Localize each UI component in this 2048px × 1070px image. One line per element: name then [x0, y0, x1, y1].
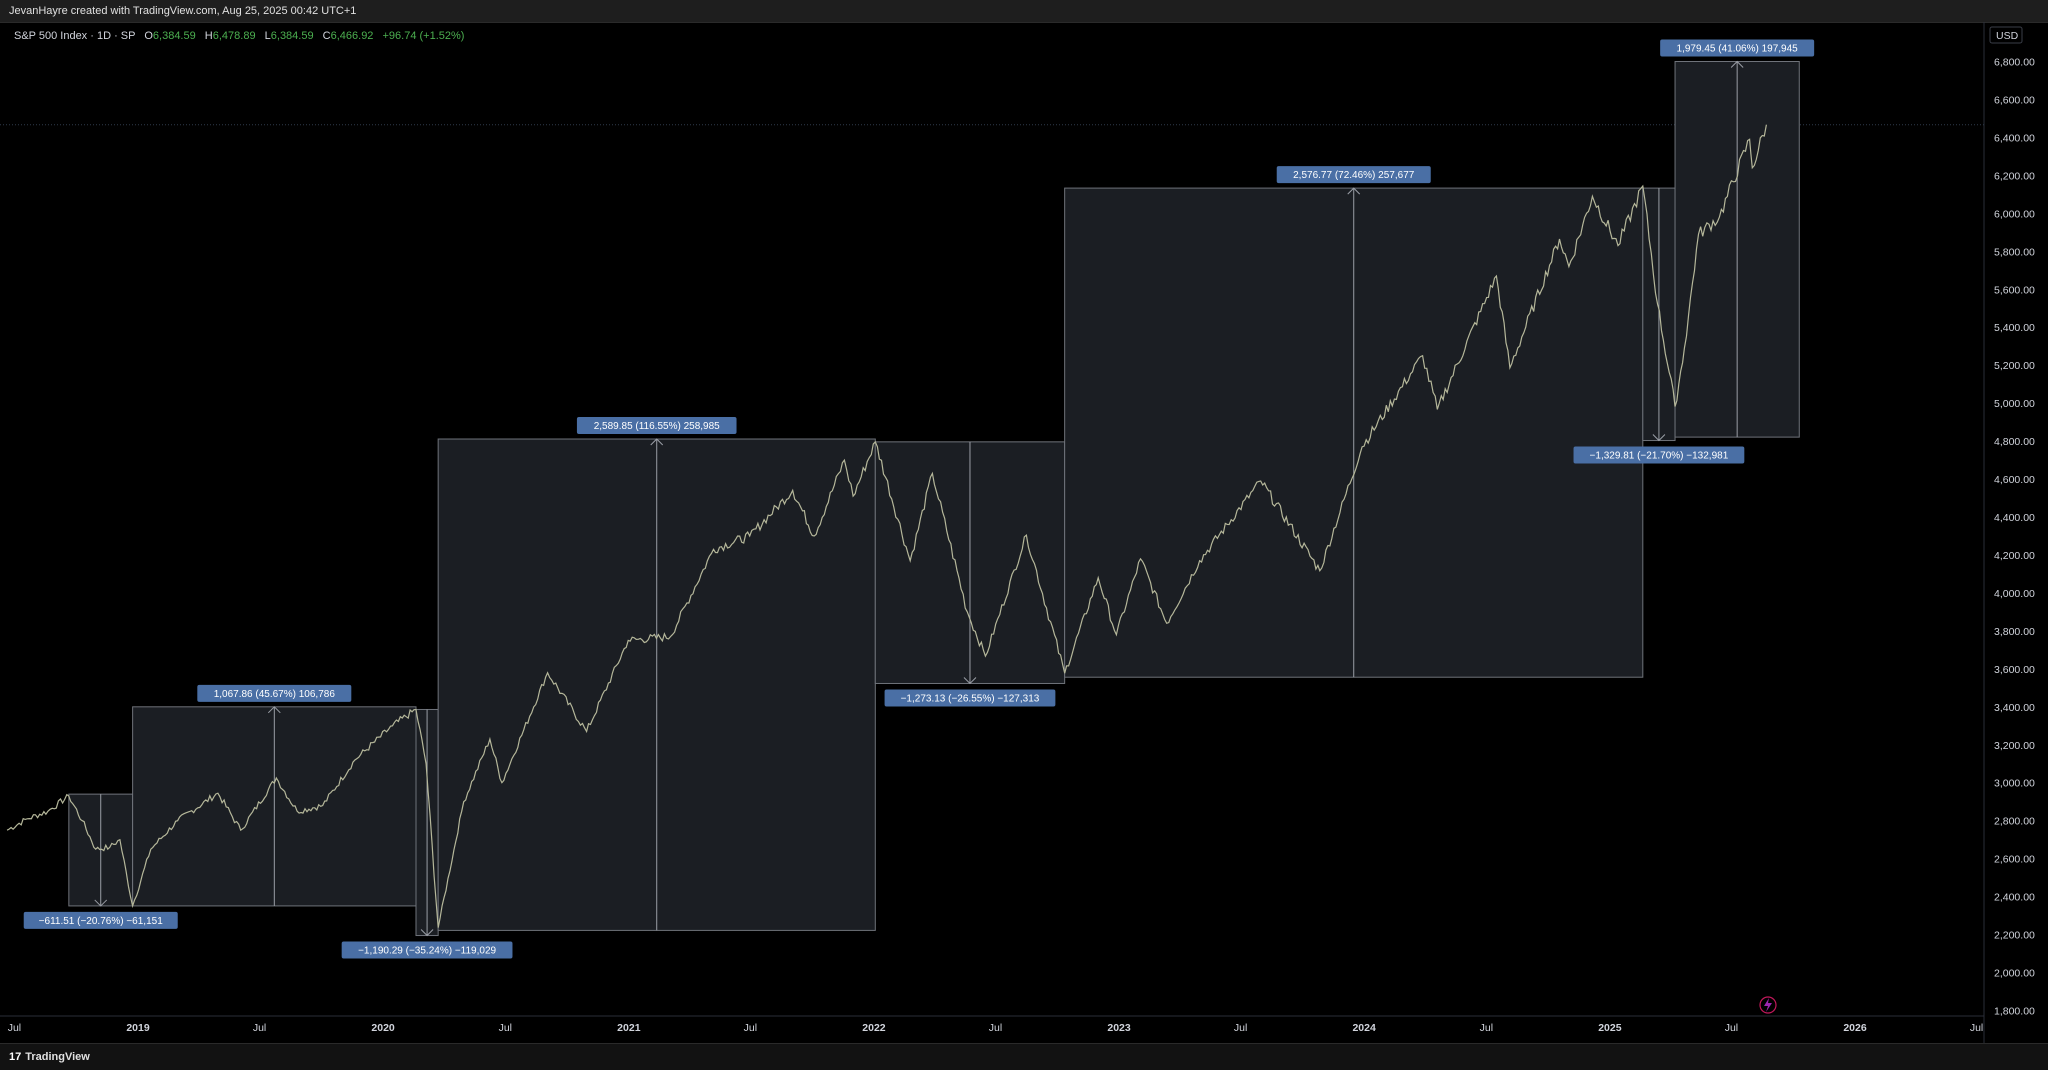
- measure-label-bg: [576, 417, 737, 435]
- high-label: H: [204, 30, 213, 42]
- footer-bar: 17 TradingView: [0, 1043, 2048, 1070]
- brand-name: TradingView: [25, 1051, 90, 1063]
- y-tick-label: 5,200.00: [1994, 360, 2035, 372]
- measure-arrowhead: [1730, 60, 1744, 68]
- y-tick-label: 2,000.00: [1994, 968, 2035, 980]
- measure-arrowhead: [650, 438, 664, 446]
- y-tick-label: 2,400.00: [1994, 892, 2035, 904]
- price-chart[interactable]: −611.51 (−20.76%) −61,151 1,067.86 (45.67…: [0, 22, 2048, 1043]
- y-tick-label: 3,600.00: [1994, 664, 2035, 676]
- measure-label: 2,589.85 (116.55%) 258,985: [594, 421, 720, 432]
- y-tick-label: 3,200.00: [1994, 740, 2035, 752]
- measure-label-bg: [884, 689, 1056, 707]
- currency-button[interactable]: [1989, 26, 2023, 44]
- measure-arrowhead: [94, 899, 108, 907]
- y-tick-label: 1,800.00: [1994, 1006, 2035, 1018]
- tradingview-logo-icon: 17: [9, 1051, 22, 1063]
- x-tick-label: Jul: [8, 1022, 21, 1034]
- x-tick-label: 2025: [1598, 1022, 1622, 1034]
- measure-label: 1,979.45 (41.06%) 197,945: [1677, 44, 1799, 55]
- close-label: C: [322, 30, 331, 42]
- symbol-legend: S&P 500 Index · 1D · SP O6,384.59 H6,478…: [14, 30, 464, 42]
- x-tick-label: Jul: [1725, 1022, 1738, 1034]
- x-tick-label: 2021: [617, 1022, 641, 1034]
- attribution-bar: JevanHayre created with TradingView.com,…: [0, 0, 2048, 23]
- y-tick-label: 6,200.00: [1994, 170, 2035, 182]
- low-value: 6,384.59: [270, 30, 314, 42]
- x-tick-label: 2024: [1352, 1022, 1376, 1034]
- x-tick-label: Jul: [1234, 1022, 1247, 1034]
- y-tick-label: 3,800.00: [1994, 626, 2035, 638]
- y-tick-label: 5,400.00: [1994, 322, 2035, 334]
- tradingview-logo[interactable]: 17 TradingView: [9, 1051, 90, 1063]
- y-tick-label: 5,600.00: [1994, 284, 2035, 296]
- measure-label: −1,273.13 (−26.55%) −127,313: [901, 693, 1040, 704]
- measure-label-bg: [1276, 166, 1431, 184]
- x-tick-label: Jul: [1970, 1022, 1983, 1034]
- x-tick-label: Jul: [499, 1022, 512, 1034]
- y-tick-label: 6,000.00: [1994, 208, 2035, 220]
- close-value: 6,466.92: [330, 30, 374, 42]
- high-value: 6,478.89: [212, 30, 256, 42]
- y-tick-label: 4,400.00: [1994, 512, 2035, 524]
- measure-arrowhead: [1652, 434, 1666, 442]
- currency-label: USD: [1996, 30, 2019, 42]
- x-tick-label: 2022: [862, 1022, 886, 1034]
- y-tick-label: 5,800.00: [1994, 246, 2035, 258]
- x-tick-label: 2019: [126, 1022, 150, 1034]
- lightning-glyph-icon: [1764, 998, 1772, 1012]
- measure-arrowhead: [420, 929, 434, 937]
- low-label: L: [264, 30, 271, 42]
- measure-arrowhead: [963, 677, 977, 685]
- y-tick-label: 2,600.00: [1994, 854, 2035, 866]
- x-tick-label: Jul: [989, 1022, 1002, 1034]
- x-tick-label: 2020: [371, 1022, 395, 1034]
- y-tick-label: 3,400.00: [1994, 702, 2035, 714]
- symbol-name[interactable]: S&P 500 Index · 1D · SP: [14, 30, 136, 42]
- measure-label-bg: [341, 941, 513, 959]
- y-tick-label: 4,600.00: [1994, 474, 2035, 486]
- open-value: 6,384.59: [152, 30, 196, 42]
- y-tick-label: 5,000.00: [1994, 398, 2035, 410]
- measure-arrowhead: [267, 706, 281, 714]
- replay-lightning-icon[interactable]: [1759, 996, 1777, 1014]
- y-tick-label: 4,000.00: [1994, 588, 2035, 600]
- x-tick-label: Jul: [1480, 1022, 1493, 1034]
- y-tick-label: 6,400.00: [1994, 132, 2035, 144]
- open-label: O: [144, 30, 153, 42]
- x-tick-label: 2023: [1107, 1022, 1131, 1034]
- x-tick-label: Jul: [253, 1022, 266, 1034]
- measure-arrowhead: [1347, 187, 1361, 195]
- measure-label: −611.51 (−20.76%) −61,151: [39, 916, 164, 927]
- price-series-line: [6, 124, 1767, 928]
- measure-label: 2,576.77 (72.46%) 257,677: [1293, 170, 1415, 181]
- measure-label-bg: [197, 684, 352, 702]
- x-tick-label: 2026: [1843, 1022, 1867, 1034]
- attribution-text: JevanHayre created with TradingView.com,…: [9, 5, 357, 17]
- y-tick-label: 2,800.00: [1994, 816, 2035, 828]
- measure-label: −1,190.29 (−35.24%) −119,029: [358, 946, 496, 957]
- measure-label-bg: [1573, 446, 1745, 464]
- y-tick-label: 2,200.00: [1994, 930, 2035, 942]
- x-tick-label: Jul: [744, 1022, 757, 1034]
- y-tick-label: 4,800.00: [1994, 436, 2035, 448]
- measure-label-bg: [1660, 39, 1815, 57]
- y-tick-label: 3,000.00: [1994, 778, 2035, 790]
- change-value: +96.74 (+1.52%): [382, 30, 465, 42]
- measure-label: −1,329.81 (−21.70%) −132,981: [1590, 451, 1729, 462]
- y-tick-label: 6,600.00: [1994, 94, 2035, 106]
- y-tick-label: 4,200.00: [1994, 550, 2035, 562]
- measure-label-bg: [23, 911, 178, 929]
- measure-label: 1,067.86 (45.67%) 106,786: [214, 689, 336, 700]
- y-tick-label: 6,800.00: [1994, 57, 2035, 69]
